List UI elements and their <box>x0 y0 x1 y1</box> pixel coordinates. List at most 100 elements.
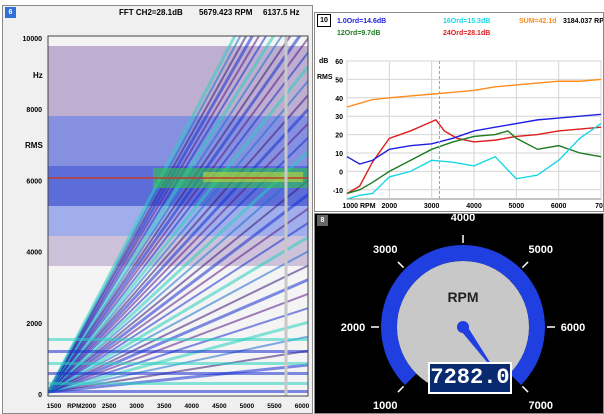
order-streak <box>48 94 308 393</box>
spectrogram-x-tick: 3500 <box>157 403 172 410</box>
low-freq-band <box>48 362 308 365</box>
low-freq-band <box>48 350 308 353</box>
gauge-tick-label: 2000 <box>341 322 365 334</box>
order-streak <box>48 264 308 393</box>
low-freq-band <box>48 372 308 375</box>
spectrogram-x-tick: RPM2000 <box>67 403 96 410</box>
spectrogram-y-tick: 0 <box>38 392 42 399</box>
order-y-tick: 0 <box>339 169 343 176</box>
order-streak <box>48 165 308 393</box>
spectrogram-title-bar: 6 FFT CH2=28.1dB 5679.423 RPM 6137.5 Hz <box>3 6 312 20</box>
gauge-tick <box>397 385 405 393</box>
order-y-tick: 20 <box>335 133 343 140</box>
order-x-tick: 3000 <box>424 203 440 210</box>
order-streak <box>48 250 308 393</box>
order-streak <box>48 52 308 393</box>
order-y-tick: 60 <box>335 59 343 66</box>
rpm-readout: 5679.423 RPM <box>199 8 253 17</box>
order-chart-svg: 1.0Ord=14.6dB 12Ord=9.7dB 16Ord=15.3dB 24Or… <box>317 18 603 210</box>
spectrogram-x-tick: 3000 <box>129 403 144 410</box>
spectrogram-x-tick: 4000 <box>185 403 200 410</box>
order-streak <box>48 108 308 394</box>
gauge-tick-label: 3000 <box>373 244 397 256</box>
gauge-tick-label: 4000 <box>451 214 475 224</box>
spectrogram-y-unit: Hz <box>33 71 43 80</box>
gauge-tick <box>521 261 529 269</box>
order-chart-y-measure: RMS <box>317 74 333 81</box>
order-streak <box>48 207 308 393</box>
order-streak <box>48 36 248 393</box>
legend-entry[interactable]: 12Ord=9.7dB <box>337 30 380 37</box>
spectrogram-window[interactable]: 6 FFT CH2=28.1dB 5679.423 RPM 6137.5 Hz … <box>2 5 313 414</box>
low-freq-band <box>48 382 308 385</box>
low-freq-band <box>48 338 308 341</box>
spectrogram-band <box>48 46 308 116</box>
order-streak <box>48 65 308 393</box>
order-streak <box>48 193 308 394</box>
gauge-tick-label: 6000 <box>561 322 585 334</box>
order-chart-y-unit: dB <box>319 58 328 65</box>
order-streak <box>48 179 308 393</box>
spectrogram-y-tick: 8000 <box>26 107 42 114</box>
order-y-tick: 30 <box>335 114 343 121</box>
order-streak <box>48 320 308 394</box>
gauge-readout: 7282.0 <box>428 362 512 394</box>
series-line <box>346 113 602 165</box>
order-streak <box>48 36 237 393</box>
gauge-tick-label: 5000 <box>529 244 553 256</box>
order-streak <box>48 235 308 394</box>
order-y-tick: 40 <box>335 96 343 103</box>
order-streak <box>48 349 308 393</box>
window-number-badge[interactable]: 10 <box>317 14 331 27</box>
legend-entry[interactable]: 1.0Ord=14.6dB <box>337 18 386 25</box>
legend-entry[interactable]: SUM=42.1d <box>519 18 557 25</box>
legend-entry[interactable]: 16Ord=15.3dB <box>443 18 490 25</box>
window-number-badge[interactable]: 6 <box>5 7 16 18</box>
legend-entry[interactable]: 3184.037 RPM <box>563 18 603 25</box>
spectrogram-y-tick: 2000 <box>26 321 42 328</box>
spectrogram-x-tick: 2500 <box>102 403 117 410</box>
gauge-hub <box>457 321 469 333</box>
order-chart-window[interactable]: 10 1.0Ord=14.6dB 12Ord=9.7dB 16Ord=15.3dB 2… <box>314 12 604 212</box>
spectrogram-svg: 10000 8000 6000 4000 2000 0 1500 RPM2000 2500 30… <box>23 35 310 410</box>
spectrogram-x-tick: 5500 <box>267 403 282 410</box>
order-x-tick: 1000 RPM <box>342 203 375 210</box>
spectrogram-y-tick: 4000 <box>26 250 42 257</box>
rpm-gauge-window[interactable]: 8 1000 2000 3000 4000 5000 6000 7000 RPM 7282.… <box>314 213 604 414</box>
gauge-arc <box>381 245 545 385</box>
resonance-core <box>203 172 303 182</box>
low-freq-band <box>48 390 308 393</box>
order-streak <box>48 36 302 393</box>
series-line <box>346 78 602 108</box>
series-line <box>346 130 602 195</box>
series-line <box>346 122 602 200</box>
spectrogram-y-tick: 6000 <box>26 178 42 185</box>
spectrogram-x-tick: 5000 <box>240 403 255 410</box>
order-y-tick: 10 <box>335 151 343 158</box>
order-y-tick: -10 <box>333 188 343 195</box>
gauge-tick-label: 7000 <box>529 400 553 412</box>
spectrogram-intensity <box>48 36 308 394</box>
order-x-tick: 5000 <box>509 203 525 210</box>
order-x-tick: 700 <box>595 203 603 210</box>
order-streak <box>48 36 255 393</box>
gauge-tick-label: 1000 <box>373 400 397 412</box>
order-x-tick: 2000 <box>382 203 398 210</box>
order-x-tick: 4000 <box>466 203 482 210</box>
order-streak <box>48 36 292 393</box>
spectrogram-x-tick: 6000 <box>295 403 310 410</box>
frequency-readout: 6137.5 Hz <box>263 8 300 17</box>
spectrogram-x-tick: 4500 <box>212 403 227 410</box>
order-x-tick: 6000 <box>551 203 567 210</box>
spectrogram-y-tick: 10000 <box>23 36 43 43</box>
window-number-badge[interactable]: 8 <box>317 215 328 226</box>
order-streak <box>48 363 308 394</box>
gauge-label: RPM <box>447 289 478 305</box>
spectrogram-x-tick: 1500 <box>47 403 62 410</box>
spectrogram-title: FFT CH2=28.1dB <box>119 8 183 17</box>
legend-entry[interactable]: 24Ord=28.1dB <box>443 30 490 37</box>
order-y-tick: 50 <box>335 77 343 84</box>
gauge-tick <box>521 385 529 393</box>
order-streak <box>48 293 308 393</box>
spectrogram-y-measure: RMS <box>25 141 43 150</box>
